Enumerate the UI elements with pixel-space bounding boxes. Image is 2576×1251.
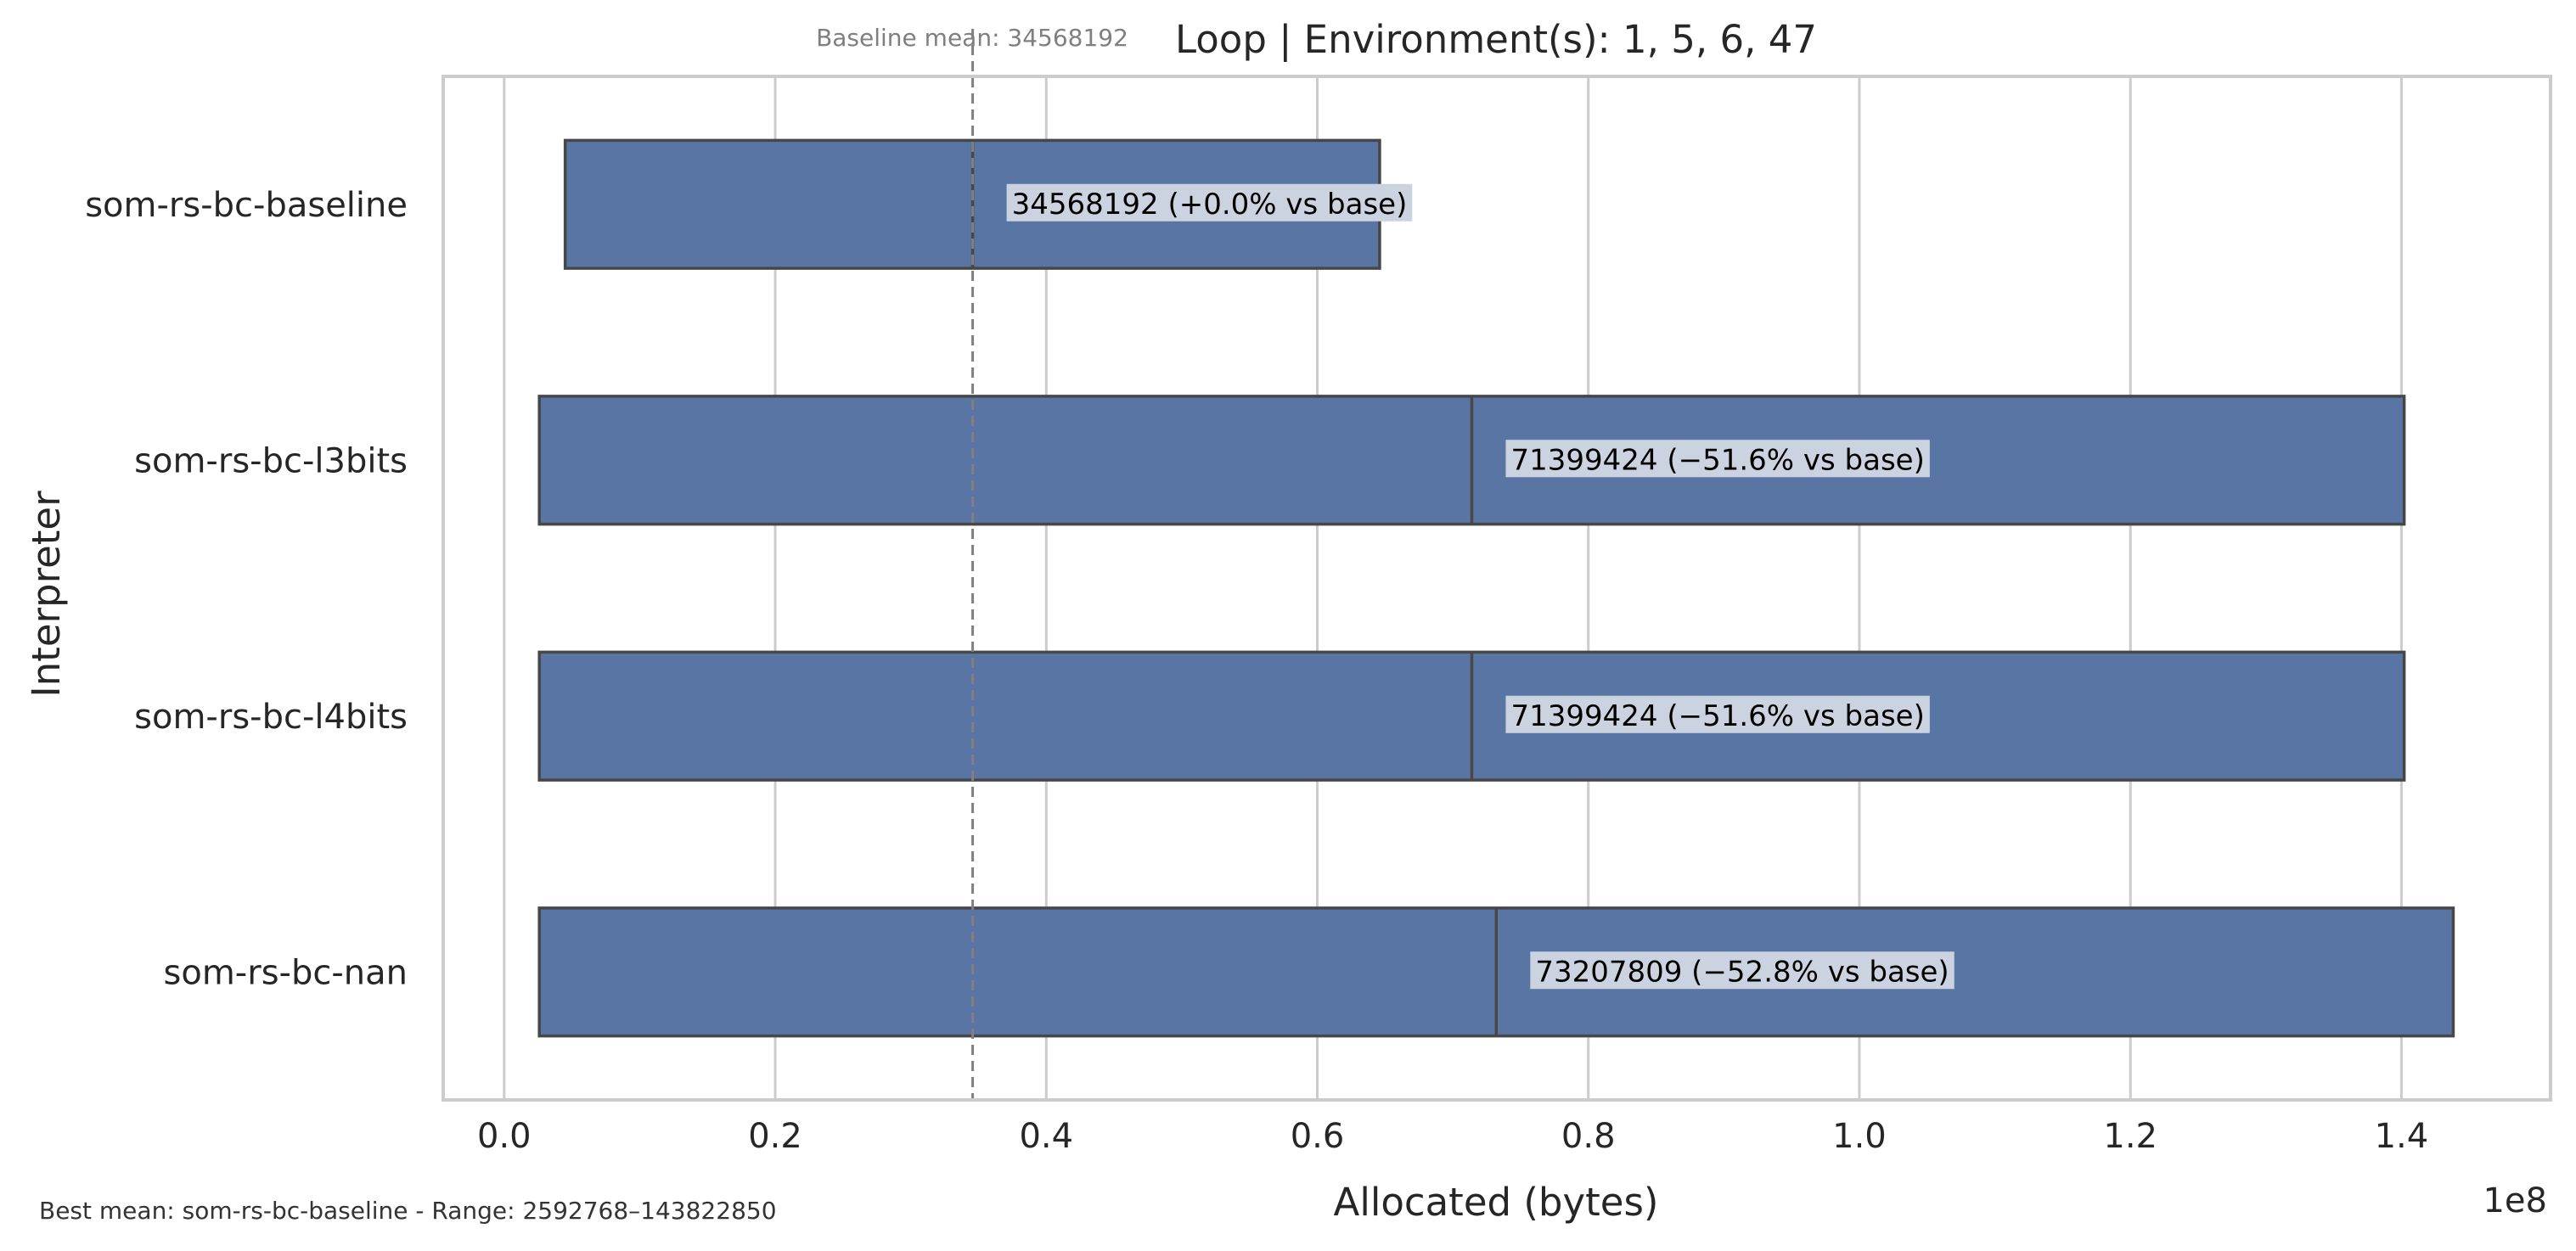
baseline-mean-note: Baseline mean: 34568192 [816, 24, 1128, 52]
x-axis-offset-label: 1e8 [2483, 1181, 2547, 1220]
data-label-background [1530, 951, 1954, 990]
y-tick-label: som-rs-bc-l4bits [134, 698, 408, 737]
x-axis-label: Allocated (bytes) [1334, 1180, 1659, 1225]
x-tick-label: 1.2 [2103, 1117, 2157, 1156]
y-axis-label: Interpreter [24, 491, 69, 698]
data-label: 73207809 (−52.8% vs base) [1535, 955, 1949, 989]
bars [537, 138, 2455, 1038]
chart-title: Loop | Environment(s): 1, 5, 6, 47 [1175, 17, 1817, 62]
x-tick-labels: 0.0 0.2 0.4 0.6 0.8 1.0 1.2 1.4 [477, 1117, 2428, 1156]
data-label: 71399424 (−51.6% vs base) [1510, 443, 1924, 477]
x-tick-label: 0.0 [477, 1117, 532, 1156]
data-label-background [1006, 183, 1413, 222]
x-tick-label: 1.4 [2375, 1117, 2429, 1156]
data-labels: 34568192 (+0.0% vs base) 71399424 (−51.6%… [1006, 183, 1954, 990]
y-tick-label: som-rs-bc-nan [164, 953, 408, 992]
y-tick-labels: som-rs-bc-baseline som-rs-bc-l3bits som-rs… [85, 186, 408, 993]
x-tick-label: 0.8 [1561, 1117, 1616, 1156]
plot-frame [442, 75, 2552, 1102]
footnote: Best mean: som-rs-bc-baseline - Range: 2… [39, 1197, 777, 1225]
data-label-background [1505, 440, 1930, 478]
data-label: 71399424 (−51.6% vs base) [1510, 699, 1924, 733]
x-tick-label: 1.0 [1832, 1117, 1887, 1156]
y-tick-label: som-rs-bc-l3bits [134, 441, 408, 480]
x-tick-label: 0.2 [748, 1117, 802, 1156]
data-label-background [1505, 695, 1930, 733]
x-tick-label: 0.4 [1019, 1117, 1073, 1156]
data-label: 34568192 (+0.0% vs base) [1012, 188, 1408, 222]
x-tick-label: 0.6 [1291, 1117, 1345, 1156]
y-tick-label: som-rs-bc-baseline [85, 186, 408, 225]
